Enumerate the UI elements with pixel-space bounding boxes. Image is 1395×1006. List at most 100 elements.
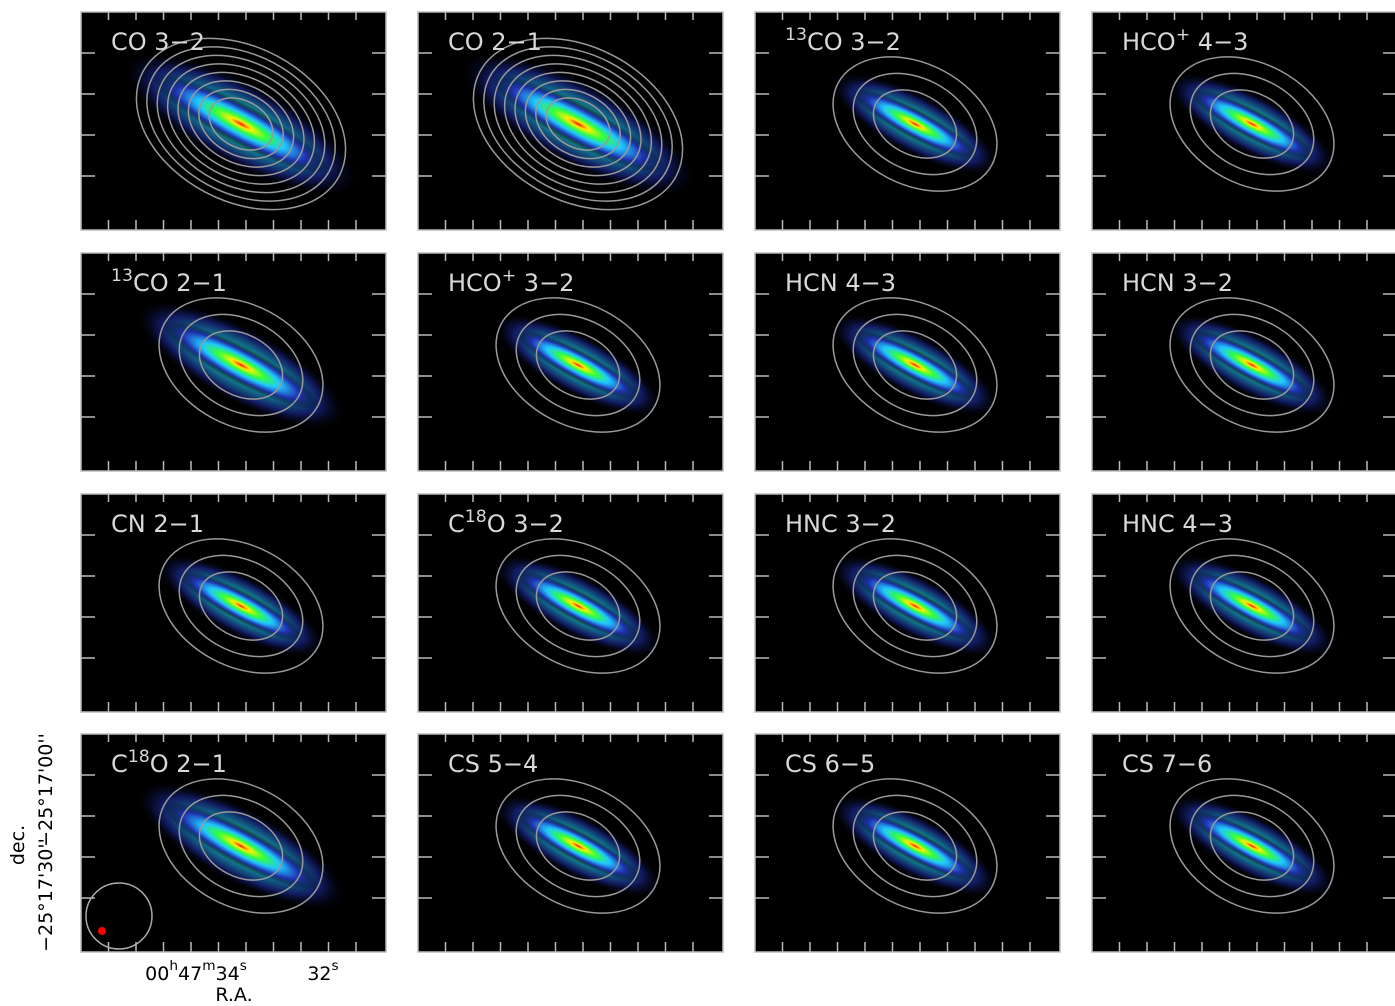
panel: C18O 3−2 bbox=[417, 493, 724, 713]
emission bbox=[829, 313, 1001, 417]
panel: HCO+ 4−3 bbox=[1091, 11, 1395, 231]
emission bbox=[829, 72, 1001, 176]
superscript: + bbox=[1176, 25, 1190, 45]
contour bbox=[1209, 330, 1295, 400]
contour bbox=[1169, 56, 1335, 192]
emission-core bbox=[1189, 329, 1315, 401]
contour bbox=[852, 554, 978, 658]
text-segment: CN 2−1 bbox=[111, 510, 204, 538]
contour bbox=[832, 56, 998, 192]
emission-core bbox=[1189, 570, 1315, 642]
panel-label: HCO+ 3−2 bbox=[448, 266, 574, 297]
text-segment: 00 bbox=[145, 963, 169, 985]
contour bbox=[1209, 571, 1295, 641]
y-tick-label: −25°17'00'' bbox=[35, 733, 57, 847]
emission-core bbox=[178, 570, 304, 642]
contour bbox=[545, 97, 611, 151]
panel: HNC 3−2 bbox=[754, 493, 1061, 713]
panel: CS 7−6 bbox=[1091, 733, 1395, 953]
panel: CO 2−1 bbox=[417, 11, 724, 231]
contour bbox=[495, 778, 661, 914]
panel: HCO+ 3−2 bbox=[417, 252, 724, 472]
contour bbox=[524, 80, 632, 168]
emission bbox=[155, 554, 327, 658]
contour bbox=[872, 330, 958, 400]
emission bbox=[829, 794, 1001, 898]
panel-label: CS 6−5 bbox=[785, 750, 875, 778]
panel-label: 13CO 3−2 bbox=[785, 25, 901, 56]
beam bbox=[85, 882, 153, 950]
emission bbox=[1166, 794, 1338, 898]
contour bbox=[495, 538, 661, 674]
panel-label: CS 7−6 bbox=[1122, 750, 1212, 778]
y-tick-label: −25°17'30'' bbox=[35, 838, 57, 952]
panel-label: HNC 3−2 bbox=[785, 510, 896, 538]
emission-core bbox=[515, 329, 641, 401]
panel-label: CO 3−2 bbox=[111, 28, 205, 56]
superscript: + bbox=[502, 266, 516, 286]
panel: C18O 2−1 bbox=[80, 733, 387, 953]
contour bbox=[187, 80, 295, 168]
contour bbox=[832, 297, 998, 433]
contour bbox=[146, 46, 336, 202]
contour bbox=[1169, 538, 1335, 674]
panel: CN 2−1 bbox=[80, 493, 387, 713]
panel-label: HCN 3−2 bbox=[1122, 269, 1233, 297]
panel-label: CS 5−4 bbox=[448, 750, 538, 778]
contour bbox=[503, 63, 653, 185]
text-segment: CS 6−5 bbox=[785, 750, 875, 778]
contour bbox=[177, 71, 305, 177]
superscript: 13 bbox=[111, 266, 133, 286]
contour bbox=[515, 794, 641, 898]
contour bbox=[158, 778, 324, 914]
superscript: s bbox=[240, 958, 247, 974]
text-segment: CS 5−4 bbox=[448, 750, 538, 778]
y-axis-label: dec. bbox=[7, 825, 29, 865]
contour bbox=[872, 89, 958, 159]
panel: 13CO 3−2 bbox=[754, 11, 1061, 231]
panel-label: HCO+ 4−3 bbox=[1122, 25, 1248, 56]
text-segment: HNC 3−2 bbox=[785, 510, 896, 538]
panel-label: CO 2−1 bbox=[448, 28, 542, 56]
text-segment: HCN 4−3 bbox=[785, 269, 896, 297]
text-segment: CO 2−1 bbox=[448, 28, 542, 56]
text-segment: HCO bbox=[448, 269, 502, 297]
contour bbox=[135, 37, 347, 211]
x-tick-label: 32s bbox=[307, 958, 338, 985]
emission-core bbox=[153, 74, 329, 174]
text-segment: 3−2 bbox=[516, 269, 574, 297]
text-segment: O 3−2 bbox=[487, 510, 564, 538]
contour bbox=[483, 46, 673, 202]
contour bbox=[832, 538, 998, 674]
contour bbox=[178, 794, 304, 898]
text-segment: 32 bbox=[307, 963, 331, 985]
contour bbox=[1169, 778, 1335, 914]
emission bbox=[121, 51, 361, 197]
emission-core bbox=[515, 810, 641, 882]
emission bbox=[1166, 554, 1338, 658]
contour bbox=[198, 571, 284, 641]
emission bbox=[492, 313, 664, 417]
panel-label: HNC 4−3 bbox=[1122, 510, 1233, 538]
text-segment: HCO bbox=[1122, 28, 1176, 56]
panel-label: 13CO 2−1 bbox=[111, 266, 227, 297]
contour bbox=[198, 88, 284, 160]
panel: CS 5−4 bbox=[417, 733, 724, 953]
text-segment: 47 bbox=[178, 963, 202, 985]
contour bbox=[472, 37, 684, 211]
beam-small bbox=[98, 927, 106, 935]
text-segment: CS 7−6 bbox=[1122, 750, 1212, 778]
contour bbox=[872, 811, 958, 881]
emission-core bbox=[852, 88, 978, 160]
panel-label: HCN 4−3 bbox=[785, 269, 896, 297]
contour bbox=[166, 63, 316, 185]
superscript: m bbox=[202, 958, 215, 974]
emission bbox=[458, 51, 698, 197]
contour bbox=[1189, 313, 1315, 417]
contour bbox=[852, 313, 978, 417]
text-segment: C bbox=[448, 510, 465, 538]
contour bbox=[852, 72, 978, 176]
text-segment: CO 3−2 bbox=[807, 28, 901, 56]
panel: HNC 4−3 bbox=[1091, 493, 1395, 713]
